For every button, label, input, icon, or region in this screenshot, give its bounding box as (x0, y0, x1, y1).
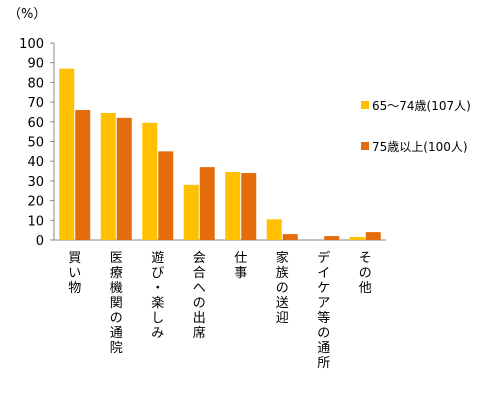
bar-series-0-0 (59, 68, 75, 240)
bar-series-1-6 (324, 236, 340, 240)
bar-series-1-0 (75, 109, 91, 240)
y-tick-label: 30 (27, 175, 44, 190)
x-category-label: 医療機関の通院 (110, 251, 123, 356)
bars (59, 68, 381, 240)
y-tick-label: 60 (27, 116, 44, 131)
y-tick-label: 10 (27, 214, 44, 229)
bar-series-0-7 (349, 237, 365, 240)
y-tick-label: 70 (27, 96, 44, 111)
bar-series-0-5 (266, 219, 282, 240)
bar-series-1-2 (158, 151, 174, 240)
bar-series-1-7 (365, 232, 381, 240)
y-tick-label: 20 (27, 195, 44, 210)
bar-series-1-1 (116, 117, 132, 240)
x-category-label: その他 (359, 251, 372, 296)
x-category-label: 買い物 (68, 251, 81, 296)
x-category-label: 家族の送迎 (276, 250, 289, 326)
bar-series-1-5 (282, 234, 298, 240)
bar-series-0-2 (142, 122, 158, 240)
y-tick-label: 80 (27, 76, 44, 91)
y-tick-label: 40 (27, 155, 44, 170)
legend-label-series-0: 65〜74歳(107人) (372, 99, 471, 113)
y-tick-label: 50 (27, 136, 44, 151)
legend: 65〜74歳(107人) 75歳以上(100人) (361, 99, 471, 154)
legend-label-series-1: 75歳以上(100人) (372, 140, 468, 154)
x-category-label: 仕事 (234, 251, 247, 281)
bar-series-1-3 (199, 167, 215, 240)
y-tick-label: 0 (36, 234, 44, 249)
legend-swatch-series-1 (361, 142, 369, 150)
legend-swatch-series-0 (361, 101, 369, 109)
bar-series-1-4 (241, 173, 257, 240)
bar-series-0-3 (183, 184, 199, 240)
bar-series-0-4 (225, 172, 241, 240)
y-axis: 0 10 20 30 40 50 60 70 80 90 100 (19, 37, 386, 249)
x-category-label: 遊び・楽しみ (151, 251, 164, 341)
y-tick-label: 90 (27, 57, 44, 72)
x-axis-labels: 買い物 医療機関の通院 遊び・楽しみ 会合への出席 仕事 家族の送迎 デイケア等の通所 その他 (68, 250, 372, 371)
y-unit-label: （%） (8, 7, 46, 22)
bar-series-0-1 (100, 112, 116, 240)
x-category-label: 会合への出席 (193, 251, 206, 341)
y-tick-label: 100 (19, 37, 44, 52)
x-category-label: デイケア等の通所 (317, 250, 330, 371)
